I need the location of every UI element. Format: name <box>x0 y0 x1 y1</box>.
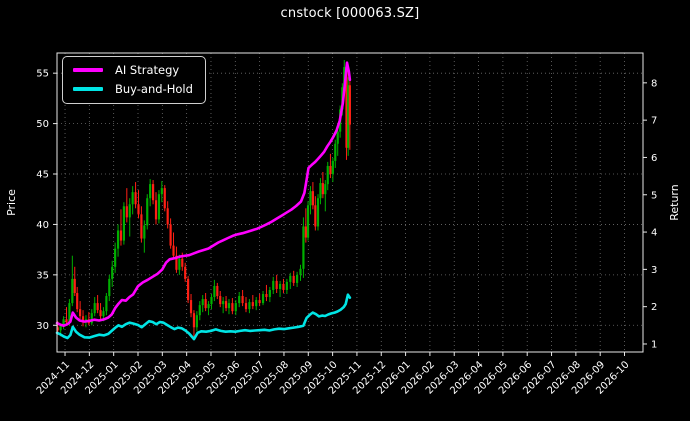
svg-text:35: 35 <box>36 270 49 281</box>
price-tick-labels: 30 35 40 45 50 55 <box>36 69 49 332</box>
svg-text:7: 7 <box>651 116 657 127</box>
buy-and-hold-line <box>55 293 352 341</box>
svg-text:55: 55 <box>36 69 49 80</box>
return-axis-label: Return <box>668 184 681 221</box>
axis-labels: Price Return <box>5 184 681 221</box>
svg-text:3: 3 <box>651 265 657 276</box>
legend-label-buy-and-hold: Buy-and-Hold <box>115 82 193 96</box>
svg-text:6: 6 <box>651 153 657 164</box>
gridlines <box>57 53 643 352</box>
ai-strategy-line <box>55 61 352 328</box>
legend: AI Strategy Buy-and-Hold <box>62 56 206 104</box>
svg-text:40: 40 <box>36 220 49 231</box>
ai-strategy-line-swatch <box>73 68 103 72</box>
axes <box>53 52 647 356</box>
svg-text:45: 45 <box>36 170 49 181</box>
price-axis-label: Price <box>5 189 18 216</box>
svg-text:50: 50 <box>36 119 49 130</box>
x-tick-labels: 2024-112024-122025-012025-022025-032025-… <box>35 359 632 396</box>
chart-title: cnstock [000063.SZ] <box>280 6 420 21</box>
return-tick-labels: 1 2 3 4 5 6 7 8 <box>651 78 657 350</box>
buy-and-hold-line-swatch <box>73 87 103 91</box>
legend-item-ai-strategy: AI Strategy <box>73 63 193 77</box>
svg-text:8: 8 <box>651 78 657 89</box>
svg-text:1: 1 <box>651 339 657 350</box>
legend-item-buy-and-hold: Buy-and-Hold <box>73 82 193 96</box>
svg-text:5: 5 <box>651 190 657 201</box>
svg-text:2: 2 <box>651 302 657 313</box>
svg-text:4: 4 <box>651 228 657 239</box>
svg-text:30: 30 <box>36 321 49 332</box>
legend-label-ai-strategy: AI Strategy <box>115 63 180 77</box>
